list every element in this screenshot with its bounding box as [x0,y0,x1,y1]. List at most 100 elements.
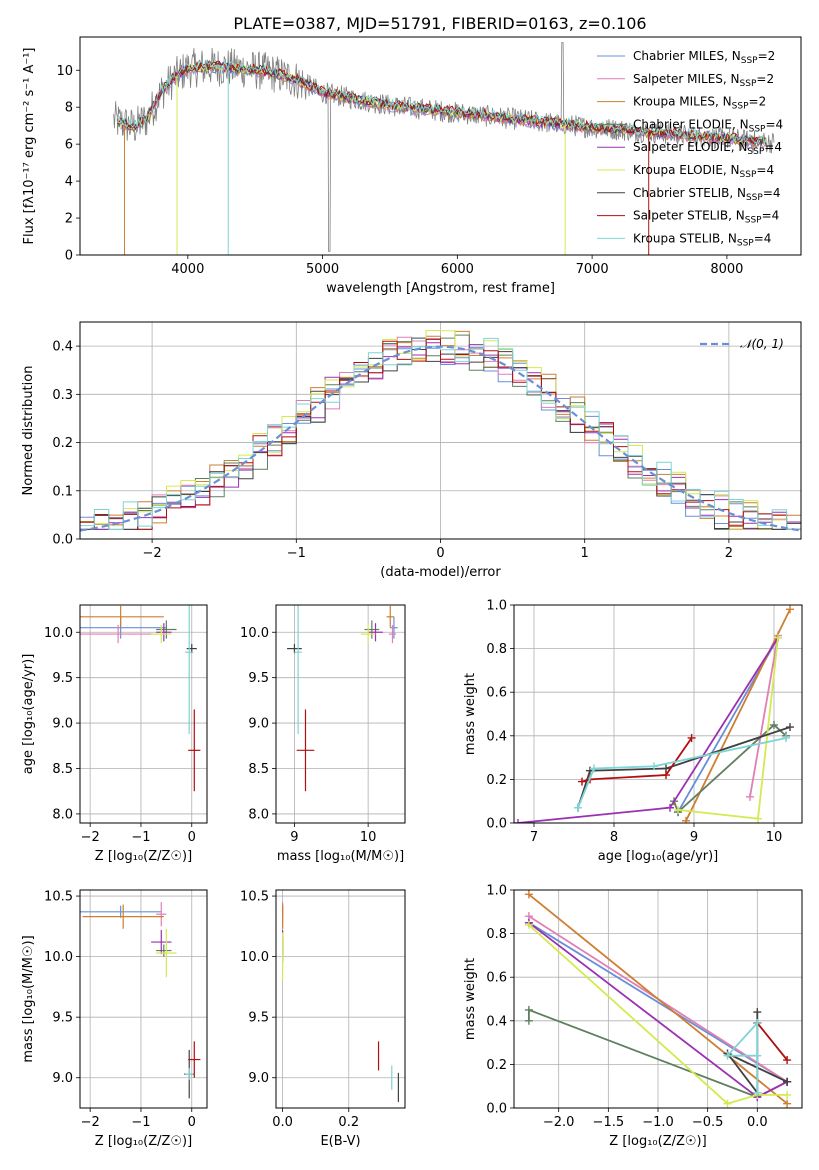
point-kroupa-elodie [156,928,177,978]
x-axis-label: (data-model)/error [380,565,501,580]
plot-area-weight_vs_Z [524,890,792,1108]
point-kroupa-stelib [185,605,194,734]
legend-label-suffix: =4 [756,163,774,177]
x-tick-label: 7 [530,830,538,845]
y-tick-label: 0.0 [486,817,507,832]
legend-label: Kroupa STELIB, NSSP=4 [633,231,771,248]
point-chabrier-elodie [364,620,380,639]
x-tick-label: 10 [766,830,783,845]
weight-marker [753,1008,762,1017]
y-tick-label: 8 [65,101,73,116]
x-axis-label: age [log₁₀(age/yr)] [598,849,719,864]
weight-marker [783,1077,792,1086]
x-tick-label: −1 [287,546,306,561]
point-salpeter-stelib [188,1041,201,1078]
weight-marker [578,777,586,786]
y-axis-label: Flux [fλ10⁻¹⁷ erg cm⁻² s⁻¹ A⁻¹] [22,48,37,245]
y-axis-label: Normed distribution [21,366,36,496]
plot-area-weight_vs_age [514,605,794,823]
weight-marker [524,1016,533,1025]
point-kroupa-elodie [151,624,172,644]
point-chabrier-elodie [156,944,172,957]
legend-label-text: Salpeter STELIB, N [633,209,745,223]
legend-label-text: Chabrier ELODIE, N [633,117,749,131]
legend-label-sub: SSP [749,124,766,134]
x-tick-label: 2 [725,546,733,561]
y-tick-label: 0.2 [486,773,507,788]
plot-area-age_vs_Z [80,605,201,792]
panel-residuals: −2 −1 0 1 2 0.0 0.1 0.2 0.3 0.4 (data-model)/error… [21,321,802,580]
ticks-weight_vs_Z: −2.0 −1.5 −1.0 −0.5 0.0 0.0 0.2 0.4 0.6 0.8 1.0 [486,884,767,1131]
x-tick-label: 8 [610,830,618,845]
y-tick-label: 0.6 [486,686,507,701]
x-tick-label: 6000 [441,262,474,277]
weight-marker [746,792,754,801]
ticks-age_vs_mass: 9 10 8.0 8.5 9.0 9.5 10.0 [240,626,376,845]
panel-mass_vs_Z: −2 −1 0 9.0 9.5 10.0 10.5 Z [log₁₀(Z/Z☉)] mass [… [21,889,208,1149]
weight-marker [753,1051,762,1060]
legend-label-suffix: =4 [763,186,781,200]
point-chabrier-miles [80,905,162,918]
point-kroupa-elodie [360,624,376,644]
weight-marker [524,920,533,929]
histogram-kroupa-stelib [80,337,801,530]
x-tick-label: 10 [360,830,377,845]
legend-label: 𝒩(0, 1) [740,337,784,351]
y-tick-label: 9.5 [52,1011,73,1026]
legend-label-sub: SSP [737,238,754,248]
x-axis-label: mass [log₁₀(M/M☉)] [277,849,404,864]
weight-marker [723,1099,732,1108]
weight-marker [723,1051,732,1060]
x-tick-label: 1 [581,546,589,561]
y-tick-label: 0 [65,249,73,264]
legend-label: Chabrier MILES, NSSP=2 [633,49,775,66]
legend-label-sub: SSP [741,56,758,66]
point-kroupa-stelib [185,1068,194,1081]
weight-marker [786,605,794,614]
panel-mass_vs_ebv: 0.0 0.2 9.0 9.5 10.0 10.5 E(B-V) [240,889,406,1149]
legend-label-text: Salpeter ELODIE, N [633,140,747,154]
weight-marker [666,803,674,812]
point-kroupa-stelib [294,605,302,734]
weight-line-salpeter-stelib [581,737,693,783]
x-axis-label: wavelength [Angstrom, rest frame] [326,281,555,296]
y-tick-label: 9.0 [248,1071,269,1086]
legend-label-text: Salpeter MILES, N [633,72,740,86]
y-tick-label: 9.0 [52,1071,73,1086]
ticks-age_vs_Z: −2 −1 0 8.0 8.5 9.0 9.5 10.0 [44,626,196,845]
grid-age_vs_Z [80,605,207,823]
ticks-mass_vs_Z: −2 −1 0 9.0 9.5 10.0 10.5 [44,890,196,1130]
point-chabrier-elodie [156,620,177,639]
y-tick-label: 6 [65,138,73,153]
y-tick-label: 0.0 [52,533,73,548]
legend-label-text: Chabrier STELIB, N [633,186,746,200]
legend-label-suffix: =2 [758,49,776,63]
weight-line-kroupa-elodie [528,924,788,1105]
legend-label-sub: SSP [740,79,757,89]
y-axis-label: age [log₁₀(age/yr)] [21,654,36,775]
panel-age_vs_Z: −2 −1 0 8.0 8.5 9.0 9.5 10.0 Z [log₁₀(Z/Z☉)] age … [21,604,208,864]
y-tick-label: 10.0 [44,950,73,965]
weight-marker [783,1090,792,1099]
y-axis-label: mass weight [463,958,478,1040]
weight-marker [754,814,762,823]
legend-label: Salpeter MILES, NSSP=2 [633,72,774,89]
y-tick-label: 0.8 [486,642,507,657]
ticks-mass_vs_ebv: 0.0 0.2 9.0 9.5 10.0 10.5 [240,890,359,1130]
legend-label-sub: SSP [732,102,749,112]
y-tick-label: 8.0 [52,807,73,822]
histogram-kroupa-miles [80,330,801,530]
weight-marker [783,1056,792,1065]
y-tick-label: 10 [56,64,73,79]
legend-label-suffix: =4 [754,231,772,245]
weight-marker [574,803,582,812]
point-kroupa-miles [82,904,164,929]
y-tick-label: 0.6 [486,971,507,986]
plot-area-age_vs_mass [287,605,398,792]
weight-line-kroupa-stelib [577,737,787,809]
x-tick-label: −1.0 [642,1115,674,1130]
y-tick-label: 1.0 [486,599,507,614]
ticks-residuals: −2 −1 0 1 2 0.0 0.1 0.2 0.3 0.4 [52,340,733,561]
point-salpeter-stelib [296,709,315,792]
